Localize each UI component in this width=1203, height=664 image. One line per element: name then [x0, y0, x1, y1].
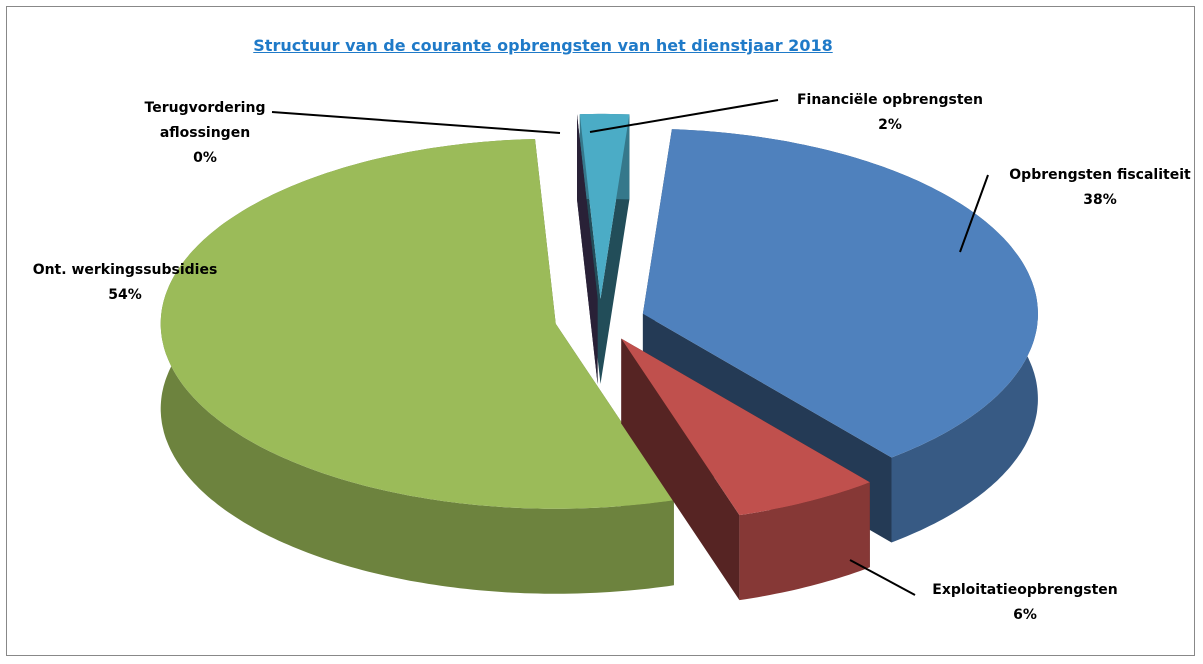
- slice: [160, 139, 674, 509]
- slice: [642, 129, 1038, 458]
- value-label: 0%: [193, 150, 217, 166]
- slice-label: Opbrengsten fiscaliteit: [1009, 167, 1191, 183]
- slice-wall: [739, 482, 870, 601]
- slice-label: Financiële opbrengsten: [796, 92, 984, 108]
- leader-line: [849, 559, 916, 596]
- value-label: 38%: [1083, 192, 1117, 208]
- slice-side: [577, 114, 598, 384]
- value-label: 2%: [878, 117, 902, 133]
- chart-frame: [6, 6, 1195, 656]
- slice-label: Ont. werkingssubsidies: [32, 262, 218, 278]
- slice-label: Exploitatieopbrengsten: [932, 582, 1118, 598]
- value-label: 54%: [108, 287, 142, 303]
- slice-side: [621, 338, 740, 601]
- slice-label: Terugvordering aflossingen: [144, 100, 266, 141]
- chart-title: Structuur van de courante opbrengsten va…: [253, 36, 833, 55]
- value-label: 6%: [1013, 607, 1037, 623]
- slice: [621, 338, 870, 516]
- slice: [577, 114, 598, 299]
- leader-line: [271, 111, 561, 134]
- leader-line: [589, 99, 779, 133]
- slice: [579, 113, 630, 299]
- leader-line: [959, 174, 989, 253]
